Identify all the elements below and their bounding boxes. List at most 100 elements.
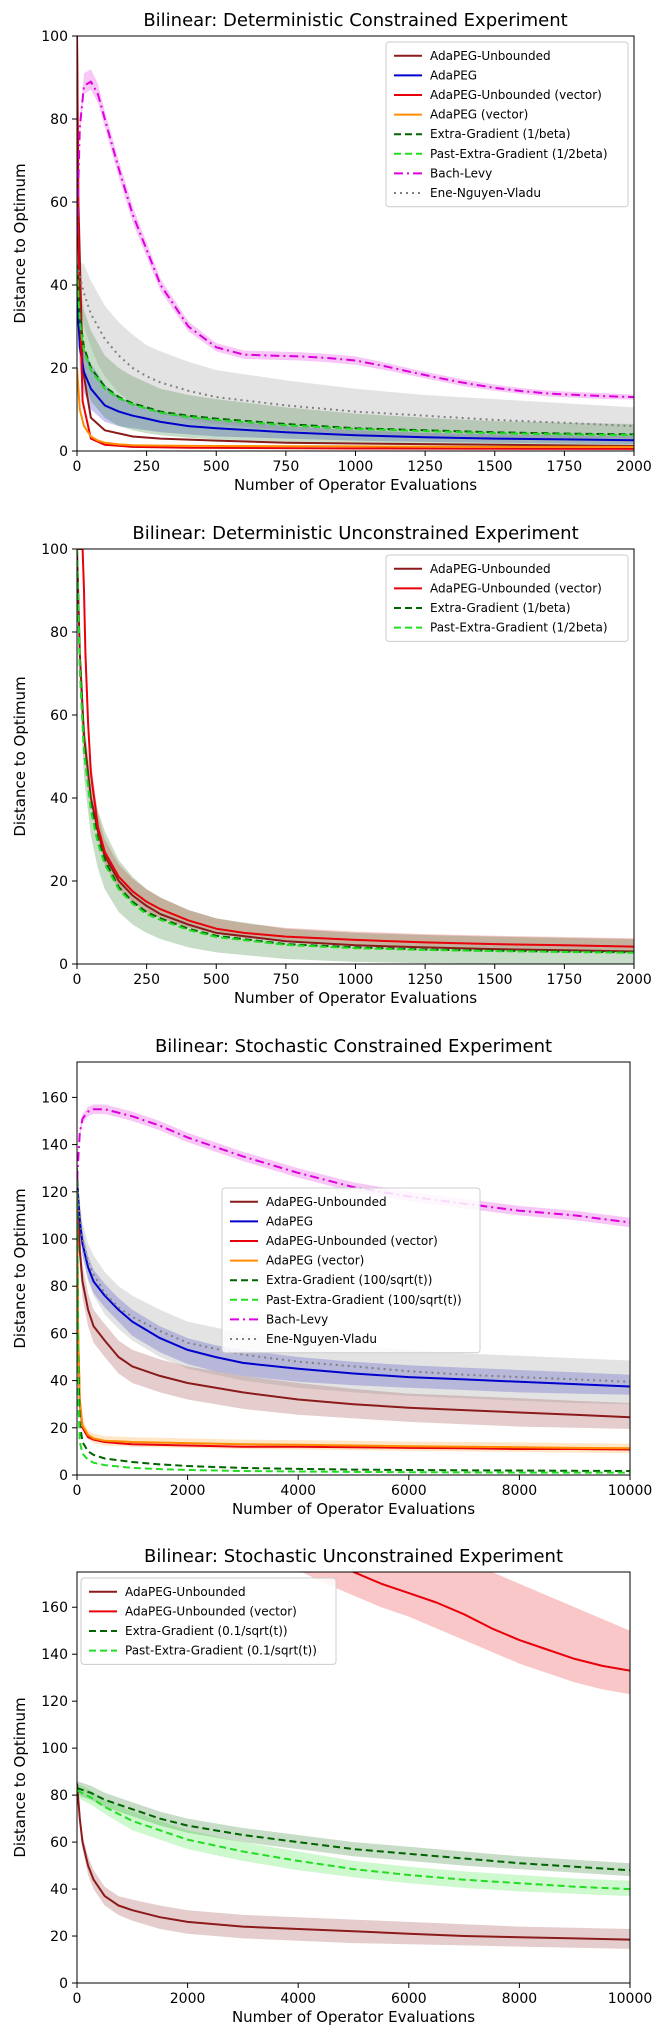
legend-label: Bach-Levy: [266, 1312, 328, 1326]
x-tick-label: 8000: [502, 1483, 538, 1499]
series-line: [77, 268, 634, 437]
y-axis-label: Distance to Optimum: [11, 676, 29, 836]
chart-title: Bilinear: Deterministic Unconstrained Ex…: [132, 523, 578, 544]
legend-label: AdaPEG: [430, 68, 477, 82]
series-line: [77, 1168, 630, 1474]
y-tick-label: 120: [41, 1694, 68, 1710]
chart-title: Bilinear: Stochastic Constrained Experim…: [155, 1036, 552, 1057]
x-tick-label: 1750: [547, 459, 583, 475]
x-tick-label: 1000: [338, 459, 374, 475]
x-tick-label: 0: [73, 972, 82, 988]
y-tick-label: 0: [59, 1468, 68, 1484]
series-band: [77, 260, 634, 441]
y-tick-label: 60: [50, 1835, 68, 1851]
x-tick-label: 8000: [502, 1991, 538, 2007]
chart-panel-3: Bilinear: Stochastic Constrained Experim…: [11, 1036, 652, 1518]
legend-label: Extra-Gradient (1/beta): [430, 601, 571, 615]
y-tick-label: 100: [41, 1741, 68, 1757]
y-tick-label: 120: [41, 1185, 68, 1201]
y-tick-label: 160: [41, 1600, 68, 1616]
y-tick-label: 100: [41, 542, 68, 558]
y-tick-label: 20: [50, 1421, 68, 1437]
plot-frame: [76, 1061, 631, 1476]
y-tick-label: 20: [50, 1929, 68, 1945]
y-tick-label: 140: [41, 1647, 68, 1663]
y-tick-label: 40: [50, 1374, 68, 1390]
x-axis-label: Number of Operator Evaluations: [232, 2008, 475, 2026]
y-tick-label: 160: [41, 1090, 68, 1106]
legend-box: [385, 554, 629, 642]
plot-area: [77, 36, 634, 450]
x-tick-label: 6000: [391, 1483, 427, 1499]
legend-label: AdaPEG (vector): [266, 1254, 364, 1268]
x-tick-label: 250: [133, 459, 160, 475]
legend-label: AdaPEG-Unbounded (vector): [430, 581, 602, 595]
x-tick-label: 1500: [477, 459, 513, 475]
x-tick-label: 500: [203, 459, 230, 475]
legend-label: AdaPEG-Unbounded (vector): [125, 1604, 297, 1618]
x-tick-label: 1000: [338, 972, 374, 988]
legend: AdaPEG-Unbounded AdaPEG-Unbounded (vector…: [385, 554, 629, 642]
legend-box: [221, 1187, 481, 1354]
x-tick-label: 2000: [170, 1991, 206, 2007]
legend-label: AdaPEG-Unbounded: [125, 1585, 246, 1599]
y-tick-label: 20: [50, 361, 68, 377]
x-tick-label: 10000: [608, 1483, 653, 1499]
x-tick-label: 500: [203, 972, 230, 988]
series-line: [77, 549, 634, 954]
legend-label: AdaPEG-Unbounded (vector): [430, 88, 602, 102]
y-tick-label: 80: [50, 1279, 68, 1295]
series-line: [77, 293, 634, 442]
chart-panel-2: Bilinear: Deterministic Unconstrained Ex…: [11, 523, 652, 1007]
series-line: [77, 1783, 630, 1941]
y-tick-label: 40: [50, 278, 68, 294]
y-tick-label: 60: [50, 195, 68, 211]
x-tick-label: 250: [133, 972, 160, 988]
y-tick-label: 0: [59, 957, 68, 973]
x-tick-label: 1250: [407, 459, 443, 475]
y-axis-label: Distance to Optimum: [11, 163, 29, 323]
y-tick-label: 140: [41, 1138, 68, 1154]
legend-label: Bach-Levy: [430, 166, 492, 180]
x-tick-label: 1750: [547, 972, 583, 988]
series-band: [77, 549, 634, 964]
legend-label: Past-Extra-Gradient (1/2beta): [430, 147, 608, 161]
series-line: [77, 264, 634, 428]
legend: AdaPEG-Unbounded AdaPEG AdaPEG-Unbounded (…: [221, 1187, 481, 1354]
y-tick-label: 100: [41, 1232, 68, 1248]
x-axis-label: Number of Operator Evaluations: [234, 989, 477, 1007]
series-line: [77, 1179, 630, 1383]
legend-label: Ene-Nguyen-Vladu: [266, 1332, 377, 1346]
y-tick-label: 40: [50, 791, 68, 807]
x-tick-label: 1500: [477, 972, 513, 988]
y-tick-label: 60: [50, 708, 68, 724]
x-tick-label: 2000: [616, 459, 652, 475]
legend-label: Past-Extra-Gradient (0.1/sqrt(t)): [125, 1644, 317, 1658]
legend-label: AdaPEG-Unbounded: [430, 49, 551, 63]
series-line: [77, 80, 634, 399]
x-tick-label: 750: [273, 459, 300, 475]
legend-label: AdaPEG (vector): [430, 108, 528, 122]
series-line: [77, 36, 634, 450]
x-axis-label: Number of Operator Evaluations: [234, 476, 477, 494]
y-axis-label: Distance to Optimum: [11, 1697, 29, 1857]
x-tick-label: 750: [273, 972, 300, 988]
y-tick-label: 100: [41, 29, 68, 45]
plot-area: [77, 549, 634, 964]
legend-label: Extra-Gradient (100/sqrt(t)): [266, 1273, 432, 1287]
legend-box: [80, 1577, 337, 1665]
y-tick-label: 80: [50, 625, 68, 641]
series-line: [77, 367, 634, 448]
series-band: [77, 276, 634, 445]
y-tick-label: 0: [59, 1976, 68, 1992]
plot-frame: [76, 1571, 631, 1984]
series-line: [350, 1572, 630, 1672]
y-tick-label: 80: [50, 112, 68, 128]
x-tick-label: 1250: [407, 972, 443, 988]
legend-label: Past-Extra-Gradient (100/sqrt(t)): [266, 1293, 462, 1307]
legend-box: [385, 41, 629, 208]
plot-area: [77, 1572, 630, 1949]
legend-label: Extra-Gradient (1/beta): [430, 127, 571, 141]
chart-title: Bilinear: Deterministic Constrained Expe…: [143, 10, 567, 31]
series-line: [77, 1168, 630, 1472]
